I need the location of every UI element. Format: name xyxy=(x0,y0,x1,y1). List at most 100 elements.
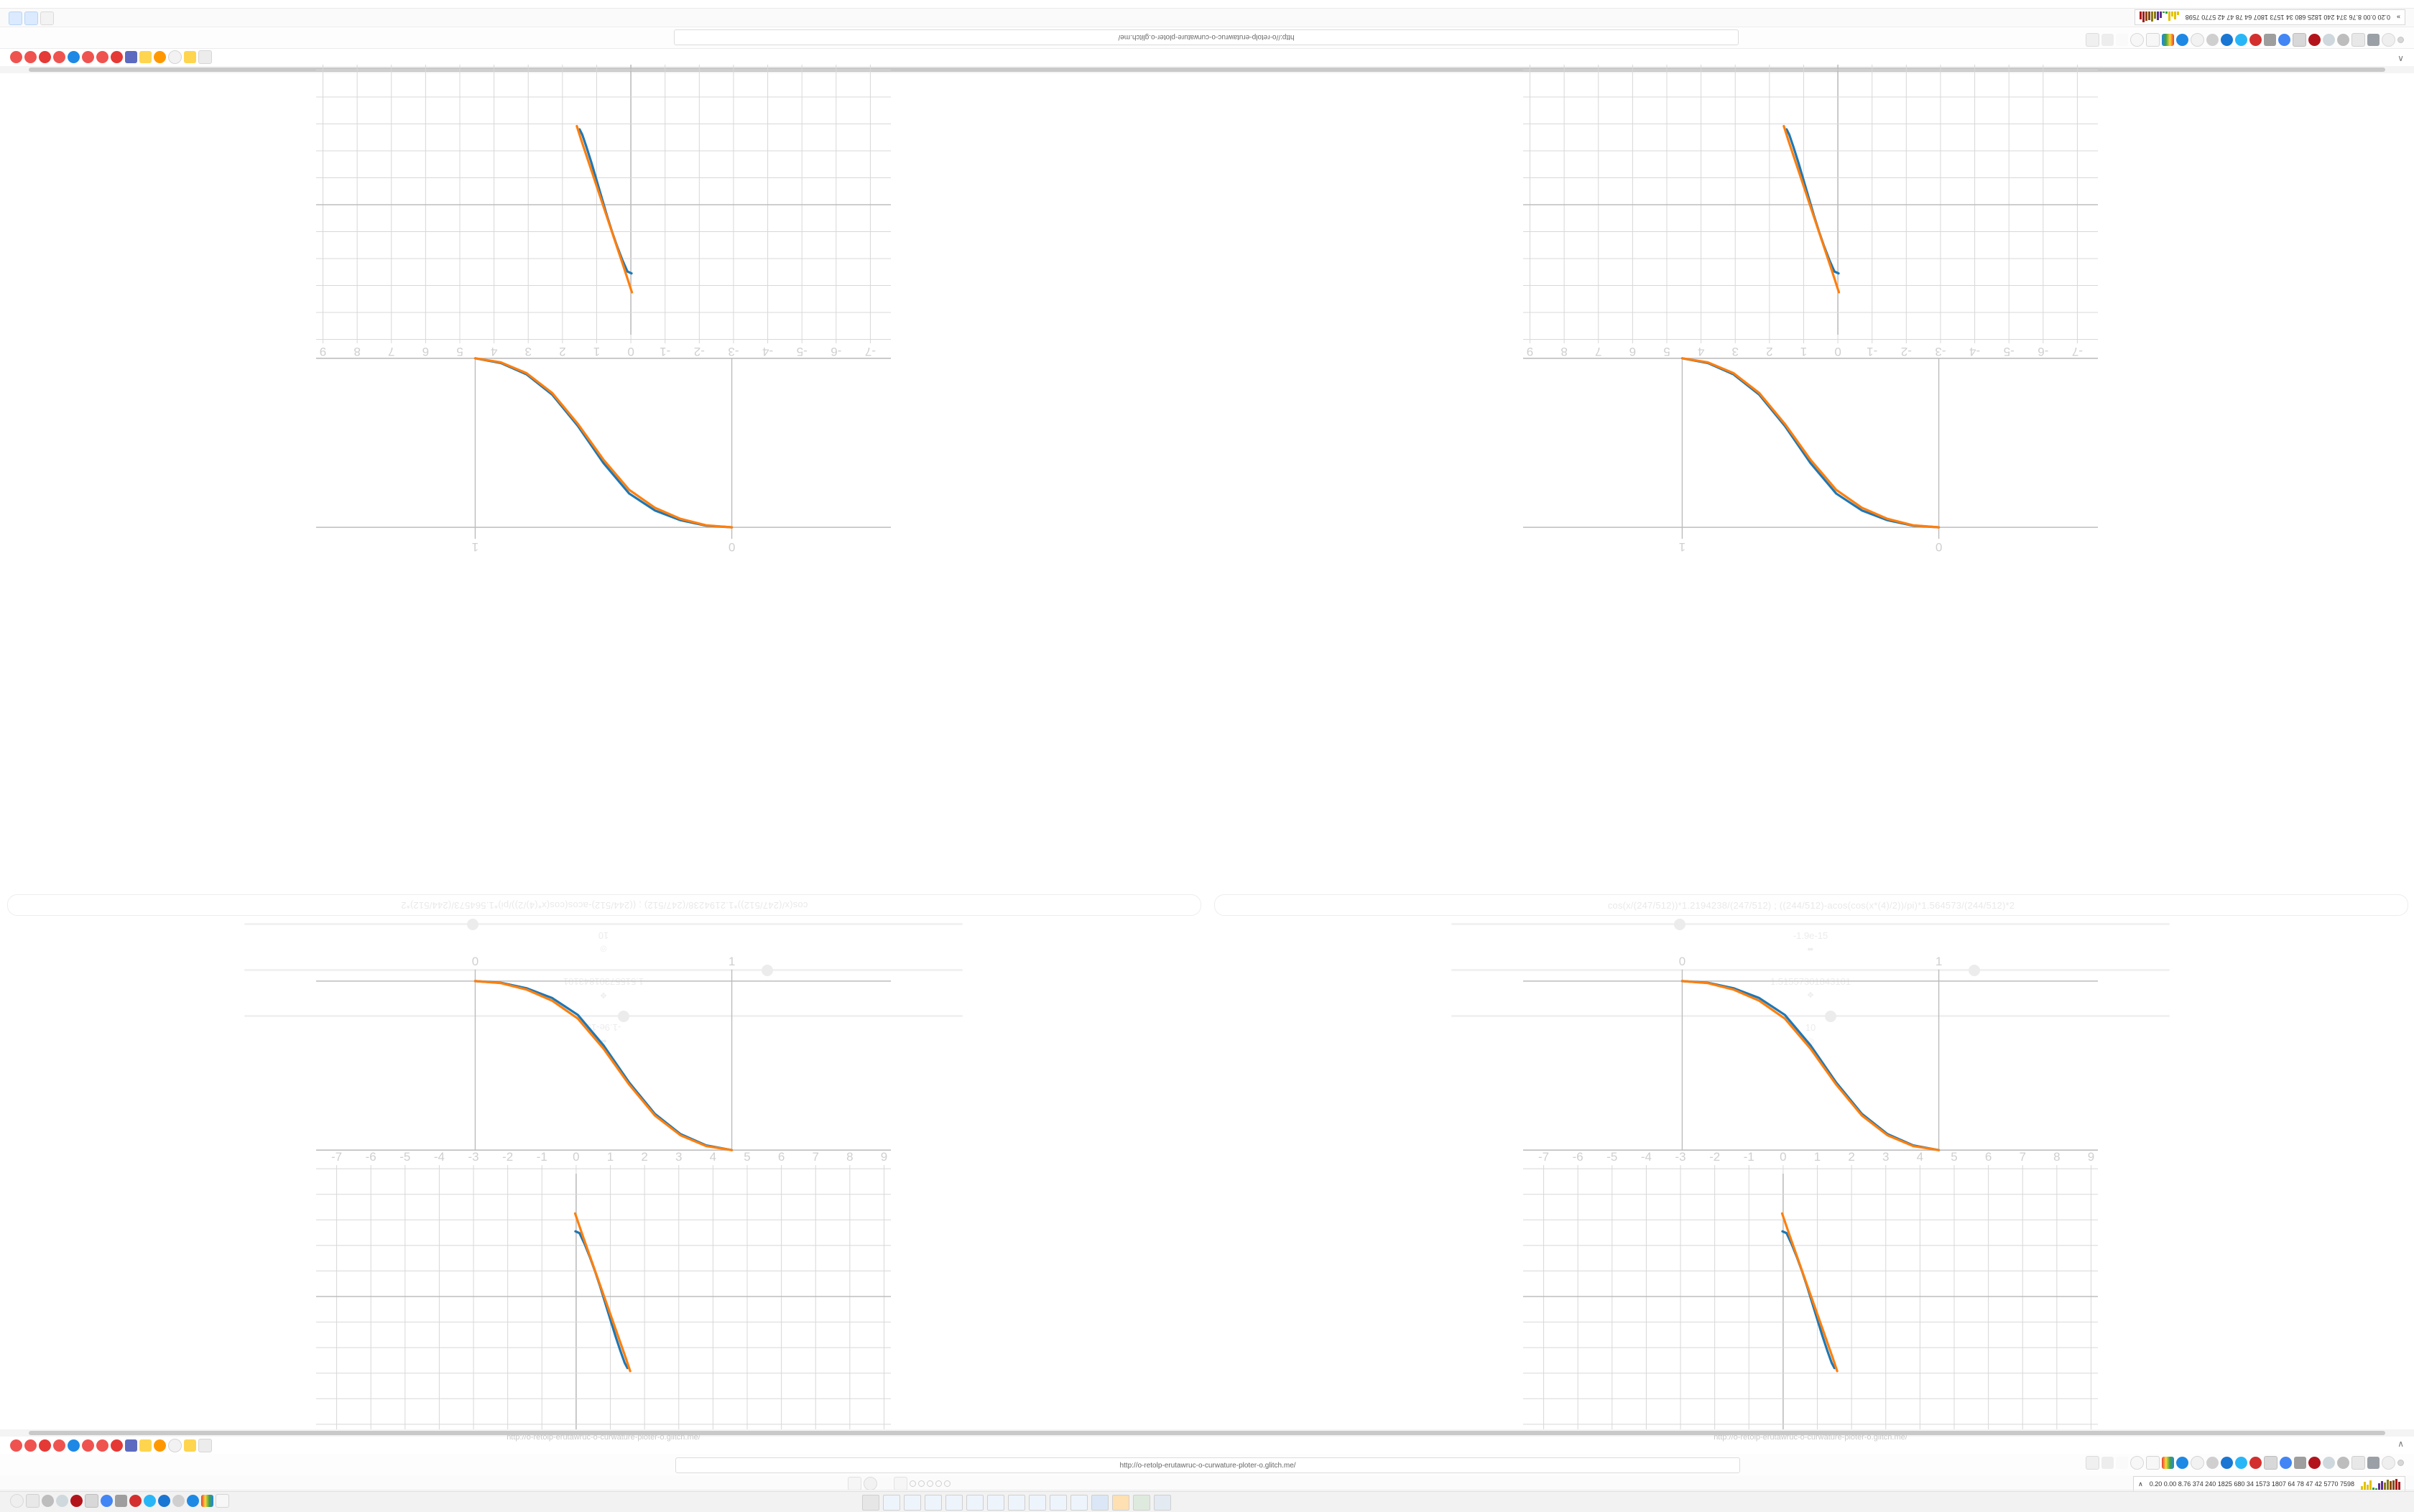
taskbar-windows-group[interactable] xyxy=(862,1495,1173,1511)
sun-icon[interactable] xyxy=(154,1439,166,1452)
cc-icon[interactable] xyxy=(168,50,182,64)
bookmark-icon[interactable] xyxy=(848,1477,861,1490)
chrome-icon[interactable] xyxy=(2280,1457,2292,1469)
url-bar-top[interactable]: http://o-retolp-erutawruc-o-curwature-pl… xyxy=(674,29,1739,45)
slider-track[interactable] xyxy=(244,1011,963,1022)
picture-icon[interactable] xyxy=(184,51,196,63)
reload-icon[interactable] xyxy=(2130,33,2144,47)
dot-icon[interactable] xyxy=(944,1480,951,1487)
settings-icon[interactable] xyxy=(2206,1457,2219,1469)
picture-icon[interactable] xyxy=(139,51,152,63)
dot-icon[interactable] xyxy=(910,1480,916,1487)
reader-icon[interactable] xyxy=(56,1495,68,1507)
sun-icon[interactable] xyxy=(154,51,166,63)
chevron-up-icon[interactable]: ∧ xyxy=(2397,1439,2404,1449)
grid-icon[interactable] xyxy=(125,1439,137,1452)
back-icon[interactable] xyxy=(2116,34,2128,46)
refresh-icon[interactable] xyxy=(96,1439,108,1452)
thumb-icon[interactable] xyxy=(2351,1456,2365,1470)
download-icon[interactable] xyxy=(216,1494,229,1508)
refresh-icon[interactable] xyxy=(53,51,65,63)
oval-icon[interactable] xyxy=(2191,33,2204,47)
grid-icon[interactable] xyxy=(115,1495,127,1507)
flower-icon[interactable] xyxy=(39,1439,51,1452)
star-icon[interactable] xyxy=(2101,1457,2114,1469)
extension-icons-top[interactable] xyxy=(10,50,212,64)
back-icon[interactable] xyxy=(2116,1457,2128,1469)
formula-input-bottom-right[interactable]: cos(x/(247/512))*1.2194238/(247/512) ; (… xyxy=(1214,894,2408,916)
record-icon[interactable] xyxy=(2249,34,2262,46)
collapse-affordance-bottom[interactable]: ∧ xyxy=(2397,1439,2404,1449)
slider-thumb[interactable] xyxy=(1825,1011,1836,1022)
translate-icon[interactable] xyxy=(2176,34,2188,46)
archive-icon[interactable] xyxy=(85,1494,98,1508)
adblock-icon[interactable] xyxy=(70,1495,83,1507)
highlighter-icon[interactable] xyxy=(2162,34,2174,46)
sync-icon[interactable] xyxy=(2235,34,2247,46)
wrench-icon[interactable] xyxy=(2367,34,2380,46)
reader-icon[interactable] xyxy=(2323,1457,2335,1469)
gear-icon[interactable] xyxy=(2382,1456,2395,1470)
chevron-up-icon[interactable]: ∧ xyxy=(2397,54,2404,64)
slider-track[interactable] xyxy=(1451,919,2170,930)
sysmon-collapse-glyph[interactable]: » xyxy=(2396,14,2400,21)
picture-icon[interactable] xyxy=(139,1439,152,1452)
wrench-icon[interactable] xyxy=(2367,1457,2380,1469)
trash-icon[interactable] xyxy=(2264,1456,2277,1470)
hourglass-icon[interactable] xyxy=(198,50,212,64)
system-monitor-widget-top[interactable]: » 0.20 0.00 8.76 374 240 1825 680 34 157… xyxy=(2134,9,2405,25)
chrome-icon[interactable] xyxy=(2278,34,2290,46)
slider-thumb[interactable] xyxy=(762,965,773,976)
gear-icon[interactable] xyxy=(10,1494,24,1508)
translate-page-icon[interactable] xyxy=(2086,33,2099,47)
star-icon[interactable] xyxy=(2101,34,2114,46)
globe-icon[interactable] xyxy=(42,1495,54,1507)
hourglass-icon[interactable] xyxy=(198,1439,212,1452)
toolbar-right-icons-bottom[interactable] xyxy=(2086,1456,2404,1470)
flower-icon[interactable] xyxy=(39,51,51,63)
adblock-icon[interactable] xyxy=(2308,34,2321,46)
dot-icon[interactable] xyxy=(918,1480,925,1487)
slider-track[interactable] xyxy=(1451,965,2170,976)
shield-icon[interactable] xyxy=(864,1477,877,1490)
adblock-icon[interactable] xyxy=(2308,1457,2321,1469)
archive-icon[interactable] xyxy=(2294,1457,2306,1469)
scroll-thumb-top[interactable] xyxy=(29,68,2385,72)
scroll-thumb-bottom[interactable] xyxy=(29,1431,2385,1435)
refresh-icon[interactable] xyxy=(10,51,22,63)
thumb-icon[interactable] xyxy=(2351,33,2365,47)
refresh-icon[interactable] xyxy=(53,1439,65,1452)
add-icon[interactable] xyxy=(2221,34,2233,46)
refresh-icon[interactable] xyxy=(24,1439,37,1452)
drop-icon[interactable] xyxy=(68,51,80,63)
folder-icon[interactable] xyxy=(894,1477,907,1490)
titlebar-buttons-top[interactable] xyxy=(9,11,54,25)
refresh-icon[interactable] xyxy=(82,1439,94,1452)
globe-icon[interactable] xyxy=(2337,1457,2349,1469)
grid-icon[interactable] xyxy=(2264,34,2276,46)
scroll-track-bottom[interactable] xyxy=(0,1429,2414,1437)
reader-icon[interactable] xyxy=(2323,34,2335,46)
settings-icon[interactable] xyxy=(172,1495,185,1507)
slider-track[interactable] xyxy=(244,965,963,976)
dot-icon[interactable] xyxy=(935,1480,942,1487)
refresh-icon[interactable] xyxy=(82,51,94,63)
refresh-icon[interactable] xyxy=(10,1439,22,1452)
book-icon[interactable] xyxy=(9,11,22,25)
settings-icon[interactable] xyxy=(2206,34,2219,46)
arrow-right-icon[interactable] xyxy=(879,1478,892,1490)
sync-icon[interactable] xyxy=(2235,1457,2247,1469)
download-icon[interactable] xyxy=(2146,33,2160,47)
slider-track[interactable] xyxy=(1451,1011,2170,1022)
translate-icon[interactable] xyxy=(187,1495,199,1507)
add-icon[interactable] xyxy=(158,1495,170,1507)
reload-icon[interactable] xyxy=(2130,1456,2144,1470)
add-icon[interactable] xyxy=(2221,1457,2233,1469)
translate-page-icon[interactable] xyxy=(2086,1456,2099,1470)
picture-icon[interactable] xyxy=(184,1439,196,1452)
formula-input-bottom-left[interactable]: cos(x/(247/512))*1.2194238/(247/512) ; (… xyxy=(7,894,1201,916)
oval-icon[interactable] xyxy=(2191,1456,2204,1470)
thumb-icon[interactable] xyxy=(26,1494,40,1508)
drop-icon[interactable] xyxy=(68,1439,80,1452)
grid-icon[interactable] xyxy=(125,51,137,63)
